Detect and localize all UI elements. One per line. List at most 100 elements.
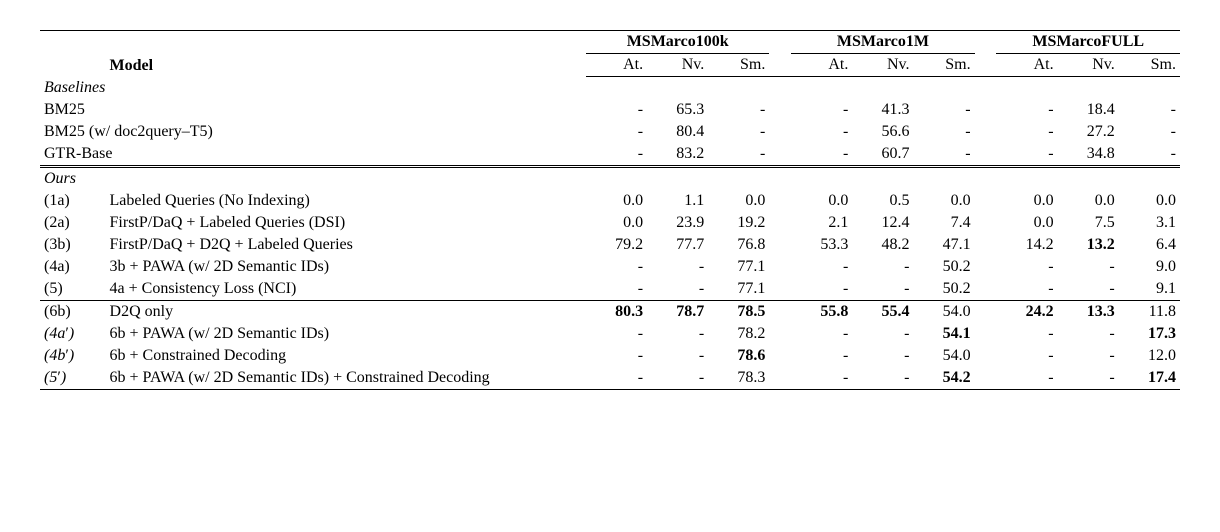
cell-value: 3.1 bbox=[1119, 212, 1180, 234]
cell-value: 0.5 bbox=[852, 190, 913, 212]
cell-value: 65.3 bbox=[647, 99, 708, 121]
results-table-container: Model MSMarco100k MSMarco1M MSMarcoFULL … bbox=[40, 30, 1180, 390]
col-gap bbox=[975, 31, 997, 54]
col-gap bbox=[769, 256, 791, 278]
row-index: (4a′) bbox=[40, 323, 106, 345]
cell-value: - bbox=[1119, 99, 1180, 121]
sub-header: Nv. bbox=[647, 54, 708, 77]
col-gap bbox=[769, 301, 791, 324]
sub-header: Sm. bbox=[1119, 54, 1180, 77]
section-label: Ours bbox=[40, 167, 1180, 191]
cell-value: 48.2 bbox=[852, 234, 913, 256]
table-row: (4a)3b + PAWA (w/ 2D Semantic IDs)--77.1… bbox=[40, 256, 1180, 278]
cell-value: - bbox=[791, 256, 852, 278]
cell-value: 78.6 bbox=[708, 345, 769, 367]
row-index: (3b) bbox=[40, 234, 106, 256]
row-model-name: 4a + Consistency Loss (NCI) bbox=[106, 278, 586, 301]
cell-value: 77.1 bbox=[708, 278, 769, 301]
cell-value: 79.2 bbox=[586, 234, 647, 256]
cell-value: - bbox=[996, 345, 1057, 367]
col-gap bbox=[769, 99, 791, 121]
col-gap bbox=[975, 278, 997, 301]
table-row: (1a)Labeled Queries (No Indexing)0.01.10… bbox=[40, 190, 1180, 212]
section-label: Baselines bbox=[40, 77, 1180, 100]
cell-value: - bbox=[852, 345, 913, 367]
cell-value: - bbox=[708, 121, 769, 143]
cell-value: - bbox=[1058, 256, 1119, 278]
col-gap bbox=[975, 212, 997, 234]
row-index: (4a) bbox=[40, 256, 106, 278]
cell-value: 9.1 bbox=[1119, 278, 1180, 301]
cell-value: 78.3 bbox=[708, 367, 769, 390]
table-row: BM25 (w/ doc2query–T5)-80.4--56.6--27.2- bbox=[40, 121, 1180, 143]
row-index: (1a) bbox=[40, 190, 106, 212]
cell-value: 13.3 bbox=[1058, 301, 1119, 324]
cell-value: - bbox=[996, 278, 1057, 301]
row-index: (4b′) bbox=[40, 345, 106, 367]
col-gap bbox=[975, 256, 997, 278]
cell-value: 55.8 bbox=[791, 301, 852, 324]
col-gap bbox=[769, 143, 791, 167]
col-gap bbox=[769, 278, 791, 301]
cell-value: 80.3 bbox=[586, 301, 647, 324]
results-table: Model MSMarco100k MSMarco1M MSMarcoFULL … bbox=[40, 30, 1180, 390]
cell-value: - bbox=[996, 99, 1057, 121]
col-header-model: Model bbox=[106, 31, 586, 77]
cell-value: 78.2 bbox=[708, 323, 769, 345]
cell-value: - bbox=[1119, 143, 1180, 167]
row-model-name: FirstP/DaQ + D2Q + Labeled Queries bbox=[106, 234, 586, 256]
row-model-name: D2Q only bbox=[106, 301, 586, 324]
col-gap bbox=[769, 121, 791, 143]
cell-value: 0.0 bbox=[996, 212, 1057, 234]
cell-value: - bbox=[791, 367, 852, 390]
cell-value: 0.0 bbox=[1058, 190, 1119, 212]
cell-value: - bbox=[647, 278, 708, 301]
table-row: (5)4a + Consistency Loss (NCI)--77.1--50… bbox=[40, 278, 1180, 301]
cell-value: 60.7 bbox=[852, 143, 913, 167]
col-gap bbox=[769, 367, 791, 390]
cell-value: 0.0 bbox=[996, 190, 1057, 212]
cell-value: 53.3 bbox=[791, 234, 852, 256]
col-gap bbox=[769, 54, 791, 77]
group-header-2: MSMarcoFULL bbox=[996, 31, 1180, 54]
col-gap bbox=[769, 345, 791, 367]
cell-value: 78.5 bbox=[708, 301, 769, 324]
table-row: (5′)6b + PAWA (w/ 2D Semantic IDs) + Con… bbox=[40, 367, 1180, 390]
sub-header: At. bbox=[996, 54, 1057, 77]
cell-value: - bbox=[647, 256, 708, 278]
group-header-0: MSMarco100k bbox=[586, 31, 769, 54]
cell-value: - bbox=[996, 143, 1057, 167]
cell-value: 17.4 bbox=[1119, 367, 1180, 390]
sub-header: Sm. bbox=[913, 54, 974, 77]
cell-value: - bbox=[791, 278, 852, 301]
cell-value: - bbox=[852, 278, 913, 301]
col-gap bbox=[769, 190, 791, 212]
row-model-name: 6b + PAWA (w/ 2D Semantic IDs) + Constra… bbox=[106, 367, 586, 390]
col-gap bbox=[769, 31, 791, 54]
table-row: (3b)FirstP/DaQ + D2Q + Labeled Queries79… bbox=[40, 234, 1180, 256]
cell-value: - bbox=[791, 99, 852, 121]
col-gap bbox=[975, 190, 997, 212]
col-gap bbox=[975, 234, 997, 256]
col-gap bbox=[975, 367, 997, 390]
cell-value: 1.1 bbox=[647, 190, 708, 212]
col-gap bbox=[769, 323, 791, 345]
cell-value: 47.1 bbox=[913, 234, 974, 256]
cell-value: 24.2 bbox=[996, 301, 1057, 324]
cell-value: - bbox=[996, 323, 1057, 345]
cell-value: 7.4 bbox=[913, 212, 974, 234]
cell-value: - bbox=[996, 367, 1057, 390]
row-index: (6b) bbox=[40, 301, 106, 324]
cell-value: - bbox=[852, 256, 913, 278]
cell-value: 56.6 bbox=[852, 121, 913, 143]
cell-value: 80.4 bbox=[647, 121, 708, 143]
col-gap bbox=[975, 143, 997, 167]
row-model-name: GTR-Base bbox=[40, 143, 586, 167]
col-gap bbox=[975, 121, 997, 143]
col-gap bbox=[975, 323, 997, 345]
cell-value: 6.4 bbox=[1119, 234, 1180, 256]
cell-value: - bbox=[586, 99, 647, 121]
cell-value: - bbox=[586, 345, 647, 367]
cell-value: 0.0 bbox=[586, 190, 647, 212]
col-header-index bbox=[40, 31, 106, 77]
